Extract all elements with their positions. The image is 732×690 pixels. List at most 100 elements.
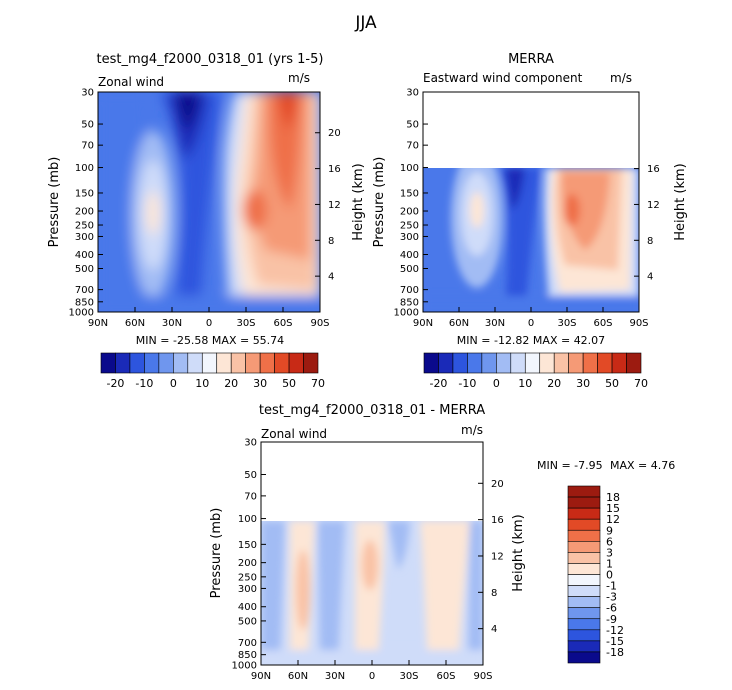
colorbar-swatch xyxy=(567,563,601,575)
colorbar-label: -15 xyxy=(606,635,624,648)
colorbar-merra: -20 -10 0 10 20 30 50 70 xyxy=(423,352,648,390)
colorbar-label: -9 xyxy=(606,613,617,626)
colorbar-label: -20 xyxy=(106,377,124,390)
y-tick-label: 50 xyxy=(81,120,94,131)
y-tick-label: 400 xyxy=(75,250,94,261)
y-tick-label: 150 xyxy=(400,188,419,199)
y-tick-label: 300 xyxy=(238,584,257,595)
panel-merra-stats: MIN = -12.82 MAX = 42.07 xyxy=(457,334,605,347)
panel-merra-units: m/s xyxy=(610,71,632,85)
y-tick-label: 200 xyxy=(400,207,419,218)
y-tick-label: 850 xyxy=(400,297,419,308)
panel-diff-stats-min: MIN = -7.95 xyxy=(537,459,603,472)
y-tick-label: 850 xyxy=(75,297,94,308)
colorbar-swatch xyxy=(158,352,174,374)
y-tick-label: 300 xyxy=(400,232,419,243)
y-tick-label: 700 xyxy=(75,285,94,296)
colorbar-label: 50 xyxy=(282,377,296,390)
colorbar-label: 30 xyxy=(253,377,267,390)
y-tick-label: 250 xyxy=(75,221,94,232)
x-tick-label: 90N xyxy=(413,318,433,329)
colorbar-swatch xyxy=(553,352,569,374)
colorbar-swatch xyxy=(567,541,601,553)
colorbar-label: 0 xyxy=(606,569,613,582)
colorbar-swatch xyxy=(144,352,160,374)
colorbar-label: 20 xyxy=(224,377,238,390)
x-tick-label: 60S xyxy=(593,318,612,329)
colorbar-label: -3 xyxy=(606,591,617,604)
x-tick-label: 60S xyxy=(273,318,292,329)
colorbar-swatch xyxy=(510,352,526,374)
panel-model: test_mg4_f2000_0318_01 (yrs 1-5) Zonal w… xyxy=(47,52,366,347)
y2-tick-label: 4 xyxy=(328,272,334,283)
colorbar-swatch xyxy=(567,518,601,531)
y-tick-label: 100 xyxy=(75,163,94,174)
colorbar-label: 0 xyxy=(493,377,500,390)
colorbar-swatch xyxy=(481,352,497,374)
y2-tick-label: 16 xyxy=(491,515,504,526)
colorbar-swatch xyxy=(567,496,601,509)
y-tick-label: 70 xyxy=(244,491,257,502)
colorbar-swatch xyxy=(524,352,541,374)
x-tick-label: 0 xyxy=(206,318,212,329)
colorbar-swatch xyxy=(567,651,601,664)
y-tick-label: 70 xyxy=(406,141,419,152)
x-tick-label: 60N xyxy=(125,318,145,329)
colorbar-swatch xyxy=(496,352,512,374)
panel-diff-y2label: Height (km) xyxy=(511,514,526,591)
y-tick-label: 100 xyxy=(400,163,419,174)
colorbar-swatch xyxy=(597,352,613,374)
panel-merra: MERRA Eastward wind component m/s 30 50 70… xyxy=(372,52,688,347)
y-tick-label: 1000 xyxy=(232,661,257,672)
x-tick-label: 30N xyxy=(162,318,182,329)
colorbar-swatch xyxy=(245,352,261,374)
x-tick-label: 90N xyxy=(251,671,271,682)
colorbar-label: 50 xyxy=(605,377,619,390)
colorbar-swatch xyxy=(567,618,601,631)
colorbar-label: 1 xyxy=(606,557,613,570)
y-tick-label: 1000 xyxy=(394,308,419,319)
y2-tick-label: 16 xyxy=(328,164,341,175)
colorbar-swatch xyxy=(582,352,598,374)
colorbar-swatch xyxy=(201,352,218,374)
colorbar-label: 70 xyxy=(634,377,648,390)
colorbar-label: -18 xyxy=(606,646,624,659)
panel-diff-contours xyxy=(261,521,483,665)
colorbar-label: -12 xyxy=(606,624,624,637)
y2-tick-label: 20 xyxy=(491,479,504,490)
y-tick-label: 500 xyxy=(75,264,94,275)
y-tick-label: 850 xyxy=(238,650,257,661)
y-tick-label: 400 xyxy=(238,602,257,613)
y2-tick-label: 4 xyxy=(647,272,653,283)
panel-merra-title: MERRA xyxy=(508,52,554,67)
x-tick-label: 90S xyxy=(310,318,329,329)
panel-diff-ylabel: Pressure (mb) xyxy=(209,508,224,599)
x-tick-label: 90S xyxy=(473,671,492,682)
panel-merra-y2label: Height (km) xyxy=(673,163,688,240)
x-tick-label: 90S xyxy=(629,318,648,329)
panel-diff-title: test_mg4_f2000_0318_01 - MERRA xyxy=(259,403,485,418)
colorbar-swatch xyxy=(115,352,131,374)
colorbar-swatch xyxy=(567,529,601,542)
y-tick-label: 70 xyxy=(81,141,94,152)
y2-tick-label: 8 xyxy=(491,588,497,599)
panel-model-left-label: Zonal wind xyxy=(98,75,164,89)
y-tick-label: 1000 xyxy=(69,308,94,319)
y2-tick-label: 4 xyxy=(491,624,497,635)
colorbar-swatch xyxy=(626,352,642,374)
colorbar-swatch xyxy=(567,629,601,642)
colorbar-swatch xyxy=(173,352,189,374)
colorbar-label: 15 xyxy=(606,502,620,515)
colorbar-swatch xyxy=(423,352,439,374)
colorbar-model: -20 -10 0 10 20 30 50 70 xyxy=(100,352,325,390)
colorbar-swatch xyxy=(129,352,145,374)
colorbar-swatch xyxy=(288,352,304,374)
colorbar-swatch xyxy=(467,352,483,374)
colorbar-swatch xyxy=(567,607,601,620)
x-tick-label: 30N xyxy=(485,318,505,329)
y-tick-label: 200 xyxy=(75,207,94,218)
panel-model-units: m/s xyxy=(288,71,310,85)
x-tick-label: 30N xyxy=(325,671,345,682)
panel-model-stats: MIN = -25.58 MAX = 55.74 xyxy=(136,334,284,347)
colorbar-swatch xyxy=(567,585,601,597)
